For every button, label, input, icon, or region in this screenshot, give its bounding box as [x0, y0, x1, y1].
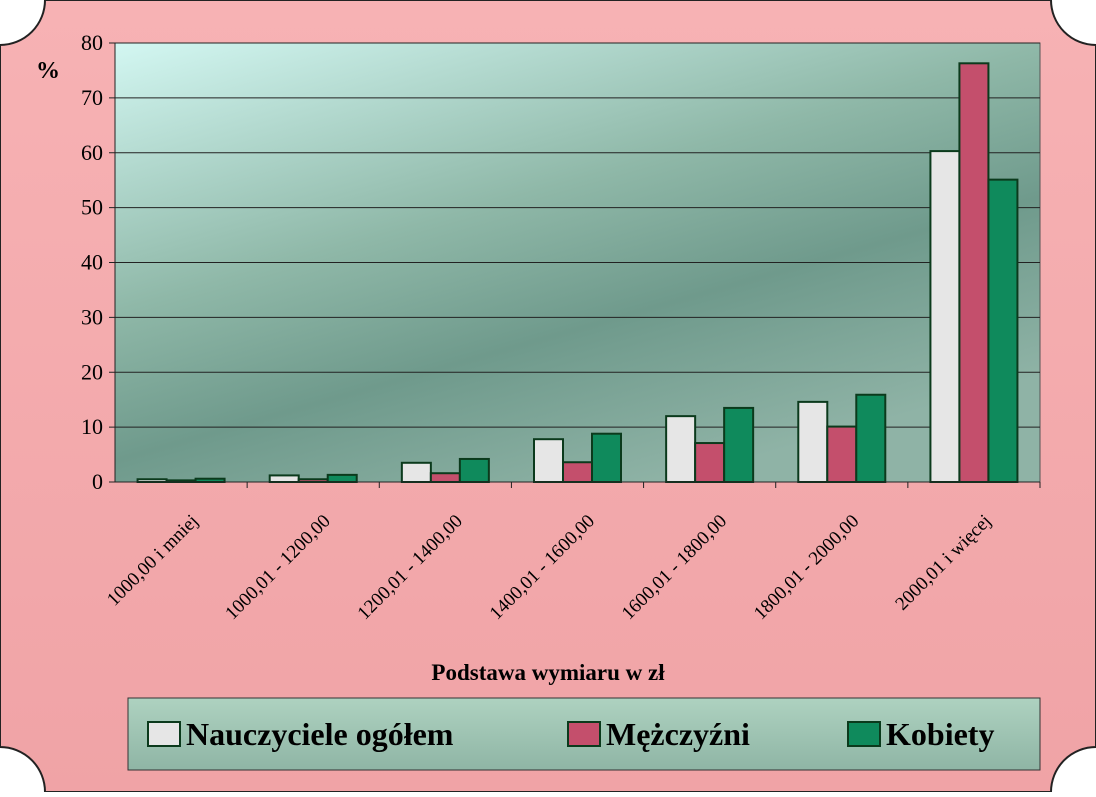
y-tick-label: 40	[81, 250, 103, 275]
bar	[460, 459, 489, 482]
bar	[666, 416, 695, 482]
y-tick-label: 30	[81, 304, 103, 329]
y-tick-label: 0	[92, 469, 103, 494]
bar	[402, 463, 431, 482]
y-tick-label: 50	[81, 195, 103, 220]
bar	[534, 439, 563, 482]
bar	[592, 434, 621, 482]
legend-label: Mężczyźni	[606, 716, 750, 752]
bar	[988, 180, 1017, 482]
bar	[930, 151, 959, 482]
y-tick-label: 80	[81, 30, 103, 55]
bar	[798, 402, 827, 482]
bar	[431, 473, 460, 482]
y-axis-label: %	[36, 58, 60, 84]
bar	[959, 63, 988, 482]
bar	[724, 408, 753, 482]
legend-label: Nauczyciele ogółem	[186, 716, 454, 752]
y-tick-label: 20	[81, 359, 103, 384]
x-axis-label: Podstawa wymiaru w zł	[431, 660, 665, 685]
legend-label: Kobiety	[886, 716, 994, 752]
y-tick-label: 70	[81, 85, 103, 110]
legend-swatch	[848, 722, 880, 746]
bar	[827, 427, 856, 482]
y-tick-label: 60	[81, 140, 103, 165]
chart: % Podstawa wymiaru w zł 0 10 20 30 40 50 60 70 8…	[0, 0, 1096, 792]
bar	[328, 475, 357, 482]
bar	[270, 475, 299, 482]
legend-swatch	[148, 722, 180, 746]
bar	[856, 395, 885, 482]
y-tick-label: 10	[81, 414, 103, 439]
bar	[563, 462, 592, 482]
legend-swatch	[568, 722, 600, 746]
bar	[695, 443, 724, 482]
